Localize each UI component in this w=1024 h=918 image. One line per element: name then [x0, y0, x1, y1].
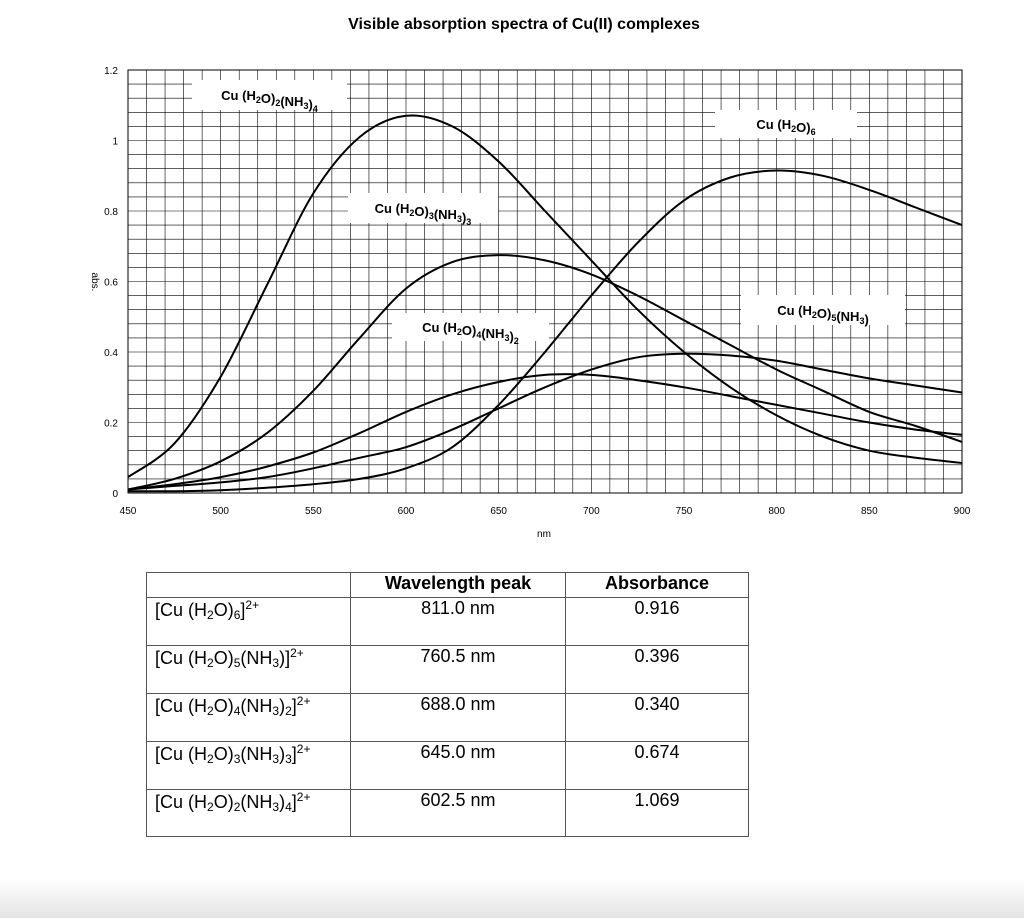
x-tick-label: 600 — [398, 506, 415, 517]
x-tick-label: 900 — [954, 506, 971, 517]
table-row: [Cu (H2O)4(NH3)2]2+ 688.0 nm 0.340 — [146, 693, 749, 742]
x-axis-ticks: 450 500 550 600 650 700 750 800 850 900 — [120, 506, 971, 517]
table-cell-compound: [Cu (H2O)3(NH3)3]2+ — [146, 741, 351, 790]
table-row: [Cu (H2O)3(NH3)3]2+ 645.0 nm 0.674 — [146, 741, 749, 790]
series-label: Cu (H2O)5(NH3) — [777, 303, 869, 327]
x-tick-label: 800 — [768, 506, 785, 517]
series-line-3 — [127, 254, 963, 491]
table-cell-absorbance: 0.916 — [565, 597, 749, 646]
table-cell-wavelength: 760.5 nm — [350, 645, 566, 694]
table-row: [Cu (H2O)5(NH3)]2+ 760.5 nm 0.396 — [146, 645, 749, 694]
chart-curve-labels: Cu (H2O)6 Cu (H2O)5(NH3) Cu (H2O)4(NH3)2 Cu… — [192, 80, 905, 346]
table-cell-compound: [Cu (H2O)4(NH3)2]2+ — [146, 693, 351, 742]
peak-table: Wavelength peak Absorbance [Cu (H2O)6]2+… — [146, 572, 749, 837]
series-label-box — [392, 313, 549, 341]
table-cell-wavelength: 688.0 nm — [350, 693, 566, 742]
x-tick-label: 700 — [583, 506, 600, 517]
table-row: [Cu (H2O)6]2+ 811.0 nm 0.916 — [146, 597, 749, 646]
table-row: [Cu (H2O)2(NH3)4]2+ 602.5 nm 1.069 — [146, 789, 749, 837]
y-tick-label: 0.2 — [104, 419, 118, 430]
chart-curves — [127, 114, 963, 493]
table-cell-wavelength: 645.0 nm — [350, 741, 566, 790]
series-label: Cu (H2O)2(NH3)4 — [221, 88, 318, 114]
series-label-box — [348, 193, 498, 223]
table-cell-absorbance: 0.340 — [565, 693, 749, 742]
table-body: [Cu (H2O)6]2+ 811.0 nm 0.916 [Cu (H2O)5(NH3… — [146, 597, 749, 837]
chart-grid — [127, 69, 963, 494]
y-tick-label: 0.6 — [104, 278, 118, 289]
x-tick-label: 650 — [490, 506, 507, 517]
y-axis-label: abs. — [89, 273, 100, 292]
x-tick-label: 550 — [305, 506, 322, 517]
table-cell-compound: [Cu (H2O)6]2+ — [146, 597, 351, 646]
chart-title: Visible absorption spectra of Cu(II) com… — [348, 16, 700, 33]
x-tick-label: 450 — [120, 506, 137, 517]
spectra-chart: Visible absorption spectra of Cu(II) com… — [89, 16, 971, 540]
series-line-2 — [127, 373, 963, 491]
series-label: Cu (H2O)3(NH3)3 — [375, 201, 472, 227]
x-axis-label: nm — [537, 529, 551, 540]
y-axis-ticks: 0 0.2 0.4 0.6 0.8 1 1.2 — [104, 66, 118, 500]
y-tick-label: 0.4 — [104, 348, 118, 359]
x-tick-label: 850 — [861, 506, 878, 517]
y-tick-label: 1 — [112, 137, 118, 148]
y-tick-label: 1.2 — [104, 66, 118, 77]
table-cell-absorbance: 0.674 — [565, 741, 749, 790]
series-line-4 — [127, 114, 963, 478]
y-tick-label: 0.8 — [104, 207, 118, 218]
table-cell-wavelength: 602.5 nm — [350, 789, 566, 837]
table-cell-compound: [Cu (H2O)2(NH3)4]2+ — [146, 789, 351, 837]
table-cell-absorbance: 1.069 — [565, 789, 749, 837]
series-line-1 — [127, 352, 963, 491]
table-cell-wavelength: 811.0 nm — [350, 597, 566, 646]
series-label-box — [715, 110, 857, 138]
x-tick-label: 750 — [676, 506, 693, 517]
table-cell-compound: [Cu (H2O)5(NH3)]2+ — [146, 645, 351, 694]
page-bottom-shade — [0, 878, 1024, 918]
table-cell-absorbance: 0.396 — [565, 645, 749, 694]
y-tick-label: 0 — [112, 489, 118, 500]
x-tick-label: 500 — [212, 506, 229, 517]
table-header-wavelength: Wavelength peak — [350, 572, 566, 598]
table-header-compound — [146, 572, 351, 598]
series-label: Cu (H2O)4(NH3)2 — [422, 320, 519, 346]
table-header-row: Wavelength peak Absorbance — [146, 572, 749, 598]
plot-border — [127, 69, 963, 494]
table-header-absorbance: Absorbance — [565, 572, 749, 598]
series-label: Cu (H2O)6 — [756, 117, 815, 137]
series-label-box — [741, 295, 905, 325]
series-line-0 — [127, 169, 963, 493]
series-label-box — [192, 80, 347, 110]
